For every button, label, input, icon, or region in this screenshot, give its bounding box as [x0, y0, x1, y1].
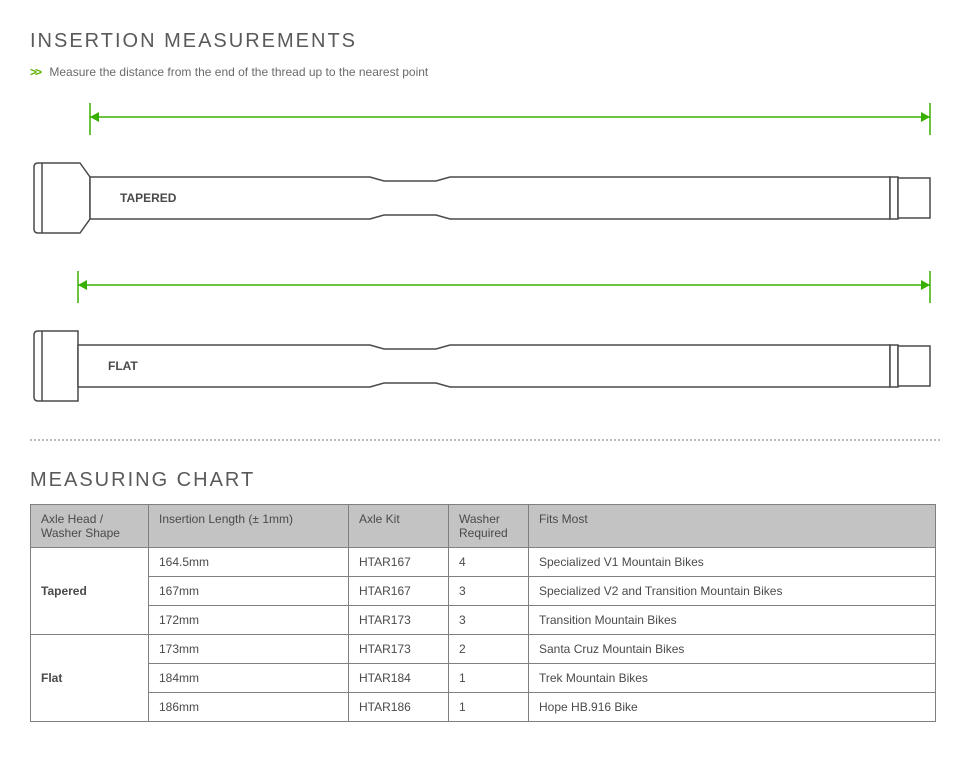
cell-kit: HTAR173 [349, 606, 449, 635]
cell-kit: HTAR186 [349, 693, 449, 722]
th-washer: Washer Required [449, 505, 529, 548]
cell-fits: Specialized V2 and Transition Mountain B… [529, 577, 936, 606]
cell-shape: Tapered [31, 548, 149, 635]
cell-length: 164.5mm [149, 548, 349, 577]
cell-length: 186mm [149, 693, 349, 722]
table-row: 184mmHTAR1841Trek Mountain Bikes [31, 664, 936, 693]
measure-guide [90, 103, 930, 135]
cell-fits: Transition Mountain Bikes [529, 606, 936, 635]
axle-svg: FLAT [30, 271, 936, 411]
insertion-measurements-subtitle: >> Measure the distance from the end of … [30, 65, 940, 79]
measuring-chart-table: Axle Head / Washer Shape Insertion Lengt… [30, 504, 936, 722]
th-kit: Axle Kit [349, 505, 449, 548]
cell-length: 184mm [149, 664, 349, 693]
table-header-row: Axle Head / Washer Shape Insertion Lengt… [31, 505, 936, 548]
cell-fits: Trek Mountain Bikes [529, 664, 936, 693]
table-row: Tapered164.5mmHTAR1674Specialized V1 Mou… [31, 548, 936, 577]
th-shape: Axle Head / Washer Shape [31, 505, 149, 548]
axle-diagrams: TAPERED FLAT [30, 103, 940, 411]
cell-washer: 3 [449, 606, 529, 635]
cell-kit: HTAR184 [349, 664, 449, 693]
cell-shape: Flat [31, 635, 149, 722]
axle-label: TAPERED [120, 191, 177, 205]
insertion-measurements-title: INSERTION MEASUREMENTS [30, 30, 940, 53]
th-fits: Fits Most [529, 505, 936, 548]
table-row: Flat173mmHTAR1732Santa Cruz Mountain Bik… [31, 635, 936, 664]
cell-washer: 2 [449, 635, 529, 664]
table-row: 167mmHTAR1673Specialized V2 and Transiti… [31, 577, 936, 606]
cell-length: 172mm [149, 606, 349, 635]
axle-outline [34, 331, 930, 401]
axle-svg: TAPERED [30, 103, 936, 243]
axle-diagram: TAPERED [30, 103, 940, 243]
axle-label: FLAT [108, 359, 138, 373]
table-row: 172mmHTAR1733Transition Mountain Bikes [31, 606, 936, 635]
subtitle-text: Measure the distance from the end of the… [49, 65, 428, 79]
table-row: 186mmHTAR1861Hope HB.916 Bike [31, 693, 936, 722]
cell-kit: HTAR173 [349, 635, 449, 664]
cell-fits: Specialized V1 Mountain Bikes [529, 548, 936, 577]
section-divider [30, 439, 940, 441]
cell-kit: HTAR167 [349, 548, 449, 577]
measure-guide [78, 271, 930, 303]
cell-fits: Santa Cruz Mountain Bikes [529, 635, 936, 664]
cell-washer: 3 [449, 577, 529, 606]
chevron-icon: >> [30, 65, 40, 79]
th-length: Insertion Length (± 1mm) [149, 505, 349, 548]
cell-fits: Hope HB.916 Bike [529, 693, 936, 722]
cell-washer: 1 [449, 693, 529, 722]
cell-length: 173mm [149, 635, 349, 664]
measuring-chart-title: MEASURING CHART [30, 469, 940, 492]
cell-washer: 4 [449, 548, 529, 577]
cell-kit: HTAR167 [349, 577, 449, 606]
axle-diagram: FLAT [30, 271, 940, 411]
cell-length: 167mm [149, 577, 349, 606]
cell-washer: 1 [449, 664, 529, 693]
